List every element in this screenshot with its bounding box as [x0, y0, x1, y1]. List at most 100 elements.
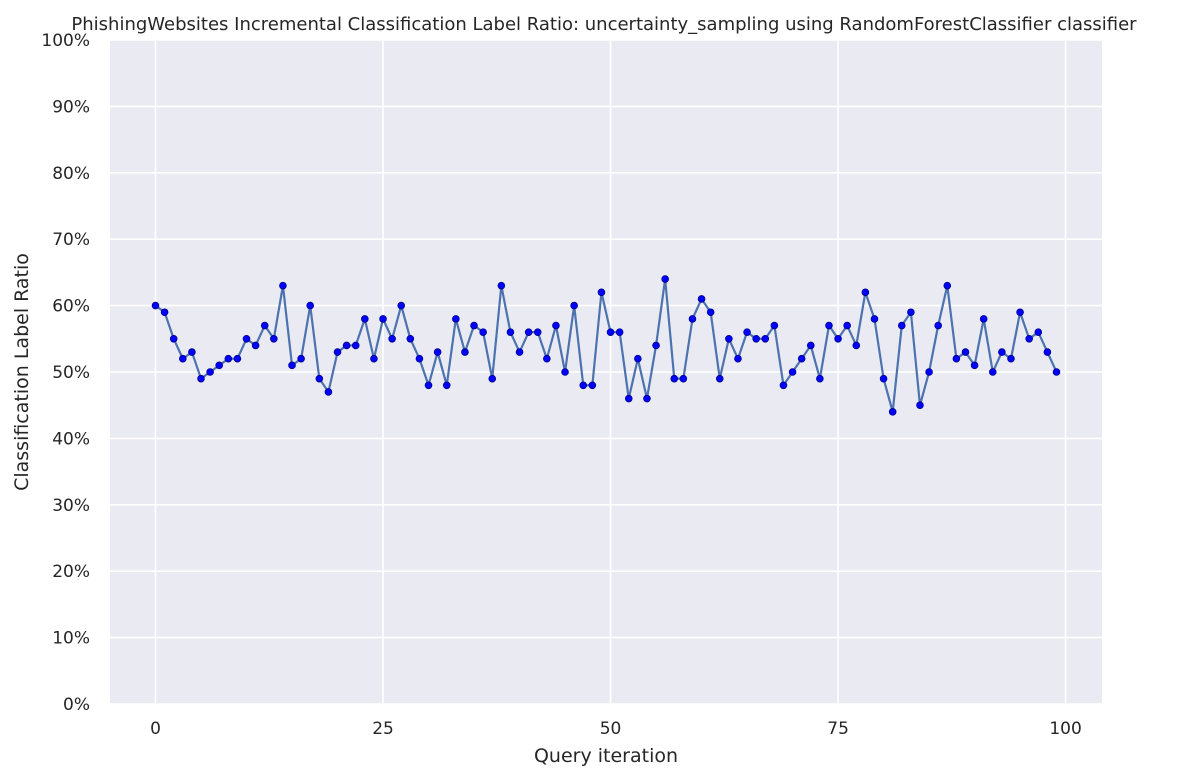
x-tick-label: 75	[827, 719, 849, 739]
y-tick-label: 20%	[52, 562, 90, 582]
data-point	[224, 354, 233, 363]
data-point	[415, 354, 424, 363]
data-point	[479, 328, 487, 336]
data-point	[361, 315, 369, 323]
data-point	[315, 374, 324, 383]
data-point	[333, 348, 342, 356]
data-point	[470, 321, 478, 330]
chart-title: PhishingWebsites Incremental Classificat…	[71, 14, 1137, 35]
data-point	[879, 374, 888, 383]
data-point	[998, 348, 1006, 356]
data-point	[725, 334, 733, 343]
data-point	[324, 388, 333, 396]
data-point	[270, 334, 278, 343]
data-point	[697, 295, 706, 303]
data-point	[370, 354, 378, 363]
data-point	[615, 328, 624, 336]
data-points	[151, 275, 1061, 416]
x-tick-label: 25	[372, 719, 394, 739]
data-point	[761, 334, 770, 343]
y-axis-title: Classification Label Ratio	[11, 253, 33, 491]
data-point	[715, 374, 724, 383]
data-point	[179, 354, 187, 363]
data-point	[570, 301, 578, 310]
data-point	[552, 321, 560, 330]
data-point	[706, 308, 715, 317]
data-point	[206, 368, 214, 376]
data-point	[916, 401, 924, 410]
data-point	[961, 348, 970, 356]
data-point	[497, 281, 506, 290]
data-point	[379, 315, 387, 323]
data-point	[588, 381, 597, 390]
data-point	[1052, 368, 1061, 376]
y-tick-label: 60%	[52, 297, 90, 317]
data-point	[260, 321, 269, 330]
data-point	[506, 328, 515, 336]
data-point	[524, 328, 533, 336]
data-point	[288, 361, 296, 370]
data-point	[1016, 308, 1024, 317]
y-tick-label: 100%	[41, 31, 90, 51]
data-point	[925, 368, 933, 376]
data-point	[1043, 348, 1052, 356]
data-point	[561, 368, 569, 376]
y-tick-label: 0%	[63, 695, 90, 715]
x-tick-labels: 0 25 50 75 100	[150, 719, 1082, 739]
data-point	[970, 361, 979, 370]
data-point	[770, 321, 779, 330]
data-point	[643, 394, 651, 403]
data-point	[852, 341, 861, 350]
data-point	[752, 334, 760, 343]
data-point	[870, 315, 879, 323]
data-point	[306, 301, 315, 310]
data-point	[943, 281, 952, 290]
data-point	[279, 281, 287, 290]
data-point	[461, 348, 469, 356]
data-point	[816, 374, 824, 383]
series-line	[154, 277, 1058, 413]
data-point	[388, 334, 396, 343]
data-point	[606, 328, 615, 336]
data-point	[861, 288, 870, 297]
x-axis-title: Query iteration	[534, 745, 678, 767]
y-tick-labels: 0% 10% 20% 30% 40% 50% 60% 70% 80% 90% 100%	[41, 31, 90, 715]
data-point	[688, 315, 697, 323]
data-point	[215, 361, 224, 370]
data-point	[151, 301, 160, 310]
x-gridlines	[154, 40, 1067, 704]
data-point	[543, 354, 551, 363]
data-point	[197, 374, 205, 383]
data-point	[934, 321, 942, 330]
data-point	[825, 321, 833, 330]
data-point	[579, 381, 588, 390]
data-point	[251, 341, 260, 350]
data-point	[743, 328, 751, 336]
data-point	[515, 348, 524, 356]
data-point	[661, 275, 669, 283]
y-tick-label: 90%	[52, 97, 90, 117]
data-point	[797, 354, 806, 363]
y-tick-label: 50%	[52, 363, 90, 383]
data-point	[452, 315, 460, 323]
y-tick-label: 30%	[52, 496, 90, 516]
data-point	[952, 354, 961, 363]
data-point	[297, 354, 305, 363]
data-point	[351, 341, 360, 350]
data-point	[624, 394, 633, 403]
data-point	[779, 381, 788, 390]
data-point	[979, 315, 988, 323]
data-point	[233, 354, 242, 363]
y-tick-label: 40%	[52, 429, 90, 449]
data-point	[597, 288, 606, 297]
data-point	[406, 334, 415, 343]
x-tick-label: 100	[1049, 719, 1081, 739]
x-tick-label: 0	[150, 719, 161, 739]
data-point	[652, 341, 660, 350]
data-point	[342, 341, 351, 350]
data-point	[1034, 328, 1043, 336]
data-point	[1007, 354, 1015, 363]
data-point	[788, 368, 797, 376]
y-tick-label: 10%	[52, 629, 90, 649]
